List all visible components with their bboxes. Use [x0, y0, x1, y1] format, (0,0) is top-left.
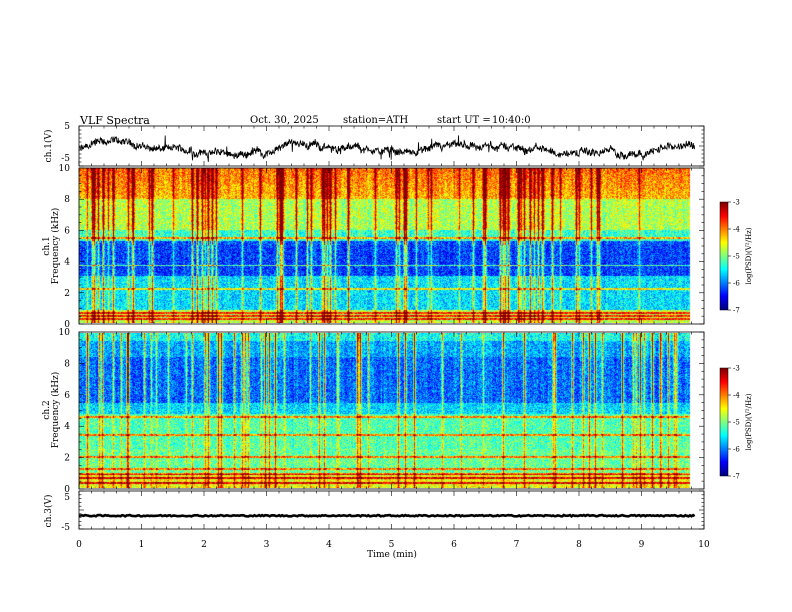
spec-ytick-label: 0	[64, 485, 70, 495]
colorbar-tick-label: -5	[733, 253, 740, 261]
ch3-voltage-ylabel: ch.3(V)	[43, 495, 54, 528]
ch1-spectrogram-yticks: 0 2 4 6 8 10	[59, 164, 71, 330]
colorbar-tick-label: -7	[733, 307, 740, 315]
ch2-colorbar-gradient	[720, 368, 728, 476]
ch1-colorbar-gradient	[720, 202, 728, 310]
spec-ytick-label: 8	[64, 359, 70, 369]
ch1-voltage-ylabel: ch.1(V)	[43, 130, 54, 163]
ch3-ytick-top: 5	[64, 493, 70, 503]
spec-ytick-label: 10	[59, 164, 71, 174]
spec-ytick-label: 8	[64, 195, 70, 205]
station-label: station=ATH	[343, 115, 409, 126]
x-tick-label: 3	[264, 540, 270, 550]
ch2-spectrogram-image	[79, 333, 692, 488]
spec-ytick-label: 0	[64, 320, 70, 330]
ch2-colorbar-frame	[719, 367, 729, 477]
ch1-spectrogram-frame	[78, 167, 705, 325]
colorbar-tick-label: -7	[733, 473, 740, 481]
colorbar-tick-label: -6	[733, 446, 740, 454]
x-tick-label: 2	[201, 540, 207, 550]
spec-ytick-label: 4	[64, 258, 70, 268]
ch2-colorbar-label: log(PSD)(V²/Hz)	[745, 393, 753, 450]
ch1-ytick-top: 5	[64, 122, 70, 132]
x-tick-label: 10	[698, 540, 710, 550]
date-label: Oct. 30, 2025	[250, 115, 319, 126]
x-tick-label: 1	[139, 540, 145, 550]
colorbar-tick-label: -4	[733, 226, 740, 234]
colorbar-tick-label: -3	[733, 199, 740, 207]
x-tick-label: 4	[326, 540, 332, 550]
x-tick-label: 5	[389, 540, 395, 550]
ch3-voltage-frame	[78, 490, 705, 530]
spec-ytick-label: 2	[64, 454, 70, 464]
colorbar-ticks: -3 -4 -5 -6 -7 -3 -4 -5 -6 -7	[728, 199, 740, 481]
spec-ytick-label: 4	[64, 422, 70, 432]
x-tick-label: 0	[76, 540, 82, 550]
start-label: start UT =	[437, 115, 491, 126]
x-tick-label: 9	[639, 540, 645, 550]
ch1-frequency-ylabel: Frequency (kHz)	[50, 208, 61, 285]
colorbar-tick-label: -3	[733, 365, 740, 373]
colorbar-tick-label: -5	[733, 419, 740, 427]
colorbar-tick-label: -6	[733, 280, 740, 288]
ch3-ytick-bottom: -5	[61, 523, 70, 533]
figure-title: VLF Spectra	[79, 114, 150, 127]
ch3-voltage-trace	[78, 513, 696, 519]
spec-ytick-label: 10	[59, 328, 71, 338]
ch1-spectrogram-image	[79, 168, 692, 323]
colorbar-tick-label: -4	[733, 392, 740, 400]
ch1-colorbar-frame	[719, 201, 729, 311]
ch1-voltage-trace	[78, 135, 695, 162]
ch1-colorbar-label: log(PSD)(V²/Hz)	[745, 227, 753, 284]
ch2-spectrogram-yticks: 0 2 4 6 8 10	[59, 328, 71, 495]
ch1-ytick-bottom: -5	[61, 154, 70, 164]
ch2-spectrogram-frame	[78, 331, 705, 490]
spec-ytick-label: 6	[64, 226, 70, 236]
x-tick-label: 7	[514, 540, 520, 550]
x-tick-label: 6	[451, 540, 457, 550]
spec-ytick-label: 6	[64, 391, 70, 401]
axis-ticks	[78, 125, 705, 530]
x-tick-label: 8	[576, 540, 582, 550]
x-axis-label: Time (min)	[367, 549, 417, 560]
ch1-channel-label: ch.1	[42, 236, 52, 255]
start-time-label: 10:40:0	[492, 115, 531, 126]
ch2-frequency-ylabel: Frequency (kHz)	[50, 372, 61, 449]
ch2-channel-label: ch.2	[42, 400, 52, 419]
spec-ytick-label: 2	[64, 289, 70, 299]
x-axis-tick-labels: 0 1 2 3 4 5 6 7 8 9 10	[76, 540, 710, 550]
